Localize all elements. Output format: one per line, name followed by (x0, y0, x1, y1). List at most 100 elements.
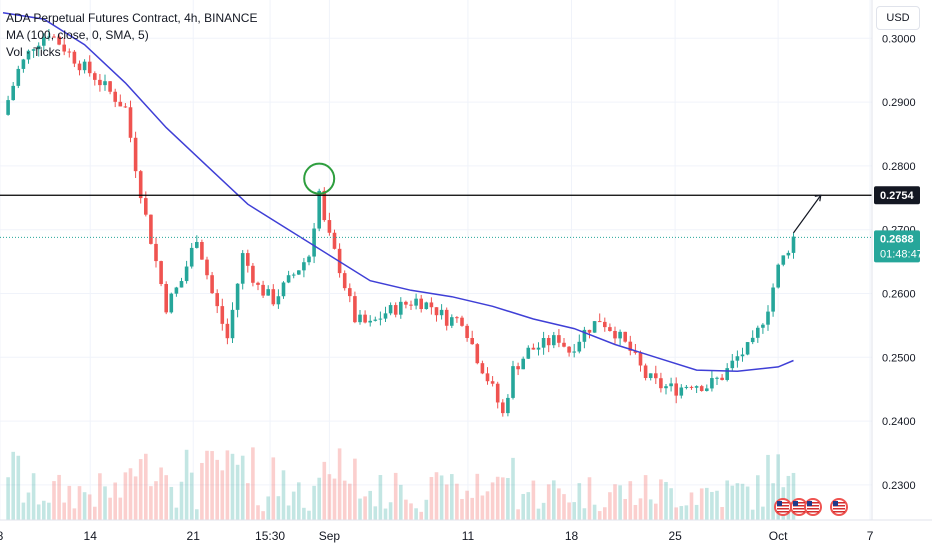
candle[interactable] (246, 249, 250, 273)
price-axis[interactable]: 0.30000.29000.28000.27000.26000.25000.24… (882, 33, 916, 492)
candle[interactable] (674, 377, 678, 404)
candle[interactable] (291, 272, 296, 279)
candle[interactable] (77, 60, 82, 76)
candle[interactable] (710, 370, 714, 392)
candle[interactable] (72, 50, 77, 68)
candle[interactable] (501, 399, 505, 417)
candle[interactable] (388, 302, 393, 316)
candle[interactable] (164, 281, 168, 315)
us-flag-event-icon[interactable] (774, 498, 792, 516)
candle[interactable] (42, 33, 46, 51)
candle[interactable] (26, 49, 31, 64)
candle[interactable] (133, 131, 138, 179)
candle[interactable] (159, 260, 163, 287)
candle[interactable] (409, 300, 413, 310)
candle[interactable] (210, 271, 214, 295)
candle[interactable] (47, 28, 51, 41)
symbol-title[interactable]: ADA Perpetual Futures Contract, 4h, BINA… (6, 11, 258, 25)
candle[interactable] (281, 281, 286, 299)
candle[interactable] (597, 313, 602, 323)
candle[interactable] (577, 334, 582, 354)
candle[interactable] (669, 377, 673, 392)
candle[interactable] (149, 214, 153, 245)
candle[interactable] (460, 315, 464, 327)
ma-indicator-label[interactable]: MA (100, close, 0, SMA, 5) (6, 28, 149, 42)
candle[interactable] (521, 356, 525, 370)
candle[interactable] (552, 331, 556, 349)
candle[interactable] (633, 344, 638, 355)
candle[interactable] (485, 367, 490, 385)
candle[interactable] (603, 317, 607, 332)
candlesticks[interactable] (6, 28, 796, 417)
candle[interactable] (353, 291, 357, 324)
candle[interactable] (679, 384, 684, 399)
candle[interactable] (414, 293, 418, 310)
candle[interactable] (434, 307, 439, 322)
candle[interactable] (699, 384, 704, 392)
candle[interactable] (128, 100, 133, 143)
circle-annotation[interactable] (303, 162, 336, 195)
candle[interactable] (689, 385, 694, 390)
candle[interactable] (348, 283, 352, 303)
candle[interactable] (103, 74, 107, 91)
candle[interactable] (694, 385, 699, 394)
candle[interactable] (567, 346, 571, 357)
candle[interactable] (276, 289, 281, 309)
candle[interactable] (506, 394, 510, 417)
candle[interactable] (297, 270, 301, 276)
candle[interactable] (470, 330, 474, 345)
candle[interactable] (455, 316, 459, 323)
candle[interactable] (444, 307, 449, 331)
candle[interactable] (766, 305, 770, 331)
candle[interactable] (531, 343, 536, 350)
candle[interactable] (664, 383, 668, 395)
candle[interactable] (373, 316, 378, 322)
candle[interactable] (730, 354, 735, 371)
candle[interactable] (654, 365, 658, 385)
candle[interactable] (541, 331, 546, 355)
candle[interactable] (21, 58, 26, 73)
candle[interactable] (154, 237, 158, 268)
us-flag-event-icon[interactable] (804, 498, 822, 516)
candle[interactable] (725, 363, 729, 382)
candle[interactable] (684, 384, 689, 390)
candle[interactable] (261, 280, 265, 298)
candle[interactable] (429, 297, 434, 315)
candle[interactable] (659, 372, 663, 393)
candle[interactable] (393, 302, 398, 318)
candle[interactable] (439, 304, 444, 320)
candle[interactable] (67, 48, 72, 58)
candle[interactable] (342, 270, 347, 291)
candle[interactable] (118, 94, 123, 107)
candle[interactable] (286, 270, 291, 284)
candle[interactable] (332, 229, 337, 250)
candle[interactable] (618, 329, 622, 346)
candle[interactable] (761, 323, 765, 334)
candle[interactable] (750, 330, 755, 345)
candle[interactable] (358, 310, 362, 325)
candle[interactable] (623, 331, 627, 343)
candle[interactable] (572, 344, 576, 358)
candle[interactable] (230, 302, 235, 344)
candle[interactable] (516, 362, 520, 376)
candle[interactable] (705, 384, 709, 392)
candle[interactable] (643, 363, 648, 381)
candle[interactable] (536, 342, 541, 356)
candle[interactable] (62, 37, 66, 56)
candle[interactable] (31, 48, 36, 58)
candle[interactable] (6, 95, 10, 116)
candle[interactable] (11, 81, 15, 101)
candle[interactable] (16, 65, 21, 89)
candle[interactable] (266, 285, 270, 296)
candle[interactable] (776, 263, 780, 289)
candle[interactable] (715, 376, 719, 386)
candle[interactable] (511, 360, 515, 400)
time-axis[interactable]: 8 14 21 15:30 Sep 11 18 25 Oct 7 (0, 529, 874, 543)
candle[interactable] (363, 310, 367, 324)
candle[interactable] (225, 318, 230, 345)
candle[interactable] (302, 257, 306, 278)
candle[interactable] (424, 301, 429, 310)
candle[interactable] (756, 325, 760, 343)
event-flags[interactable] (774, 498, 848, 516)
